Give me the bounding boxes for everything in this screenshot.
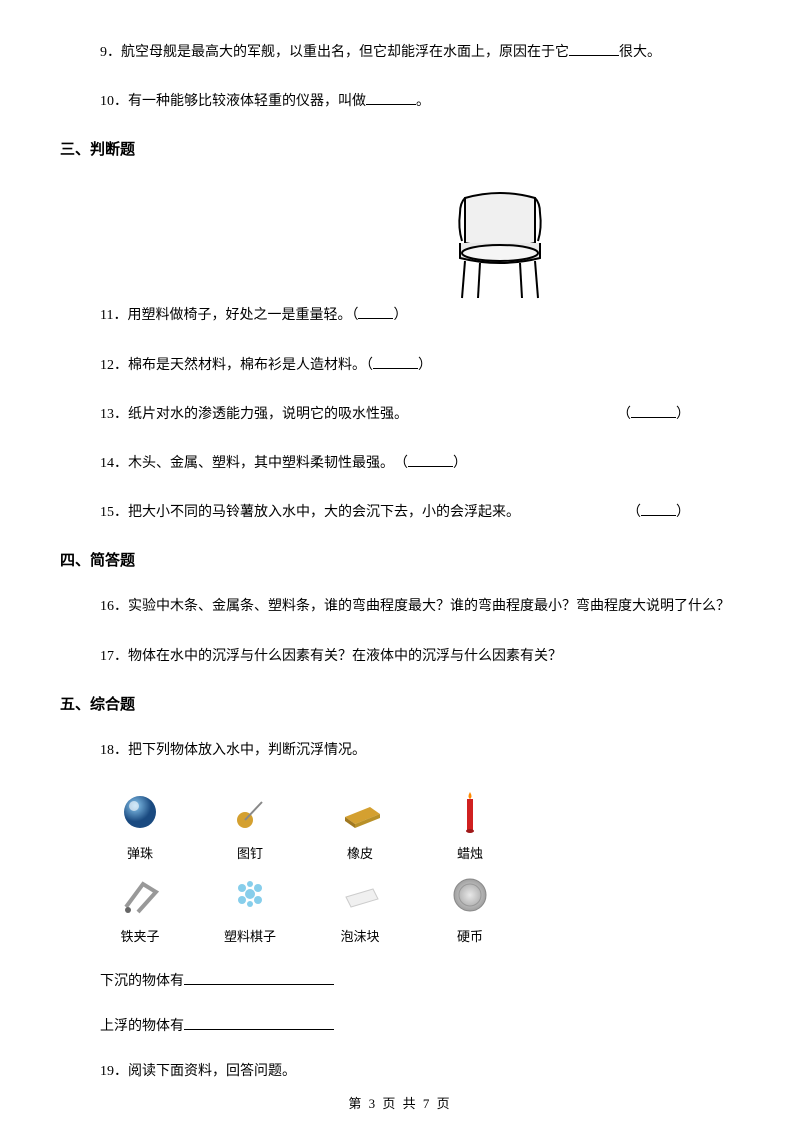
sink-blank[interactable]: [184, 969, 334, 985]
item-eraser: 橡皮: [320, 787, 400, 862]
section-5-heading: 五、综合题: [60, 693, 740, 714]
candle-icon: [430, 787, 510, 837]
item-marble: 弹珠: [100, 787, 180, 862]
float-line: 上浮的物体有: [60, 1014, 740, 1035]
q9-text-after: 很大。: [619, 45, 661, 60]
item-plastic-piece: 塑料棋子: [210, 870, 290, 945]
q11-suffix: ）: [393, 308, 407, 323]
q10-blank[interactable]: [366, 89, 416, 105]
q14-suffix: ）: [453, 456, 467, 471]
q10-text-after: 。: [416, 94, 430, 109]
q15-blank[interactable]: [641, 500, 676, 516]
item-foam: 泡沫块: [320, 870, 400, 945]
q11-blank[interactable]: [358, 303, 393, 319]
item-candle: 蜡烛: [430, 787, 510, 862]
sink-line: 下沉的物体有: [60, 969, 740, 990]
coin-icon: [430, 870, 510, 920]
q11-text: 11．用塑料做椅子，好处之一是重量轻。（: [100, 308, 358, 323]
question-9: 9．航空母舰是最高大的军舰，以重出名，但它却能浮在水面上，原因在于它 很大。: [60, 40, 740, 65]
q9-blank[interactable]: [569, 40, 619, 56]
q14-blank[interactable]: [408, 451, 453, 467]
pushpin-icon: [210, 787, 290, 837]
page-footer: 第 3 页 共 7 页: [0, 1093, 800, 1112]
items-grid: 弹珠 图钉 橡皮 蜡烛 铁夹子: [60, 787, 740, 945]
float-blank[interactable]: [184, 1014, 334, 1030]
foam-icon: [320, 870, 400, 920]
q14-text: 14．木头、金属、塑料，其中塑料柔韧性最强。 （: [100, 456, 408, 471]
q12-blank[interactable]: [373, 353, 418, 369]
marble-icon: [100, 787, 180, 837]
items-row-1: 弹珠 图钉 橡皮 蜡烛: [100, 787, 740, 862]
section-3-heading: 三、判断题: [60, 138, 740, 159]
question-11: 11．用塑料做椅子，好处之一是重量轻。（ ）: [60, 303, 740, 328]
sink-label: 下沉的物体有: [100, 974, 184, 989]
item-pushpin: 图钉: [210, 787, 290, 862]
items-row-2: 铁夹子 塑料棋子 泡沫块 硬币: [100, 870, 740, 945]
question-17: 17．物体在水中的沉浮与什么因素有关？在液体中的沉浮与什么因素有关？: [60, 644, 740, 669]
item-clip: 铁夹子: [100, 870, 180, 945]
q10-text-before: 10．有一种能够比较液体轻重的仪器，叫做: [100, 94, 366, 109]
q15-paren: （）: [627, 500, 690, 525]
question-15: 15．把大小不同的马铃薯放入水中，大的会沉下去，小的会浮起来。 （）: [60, 500, 740, 525]
q13-text: 13．纸片对水的渗透能力强，说明它的吸水性强。: [100, 407, 408, 422]
eraser-icon: [320, 787, 400, 837]
clip-icon: [100, 870, 180, 920]
question-12: 12．棉布是天然材料，棉布衫是人造材料。（ ）: [60, 353, 740, 378]
q12-text: 12．棉布是天然材料，棉布衫是人造材料。（: [100, 358, 373, 373]
question-19: 19．阅读下面资料，回答问题。: [60, 1059, 740, 1084]
q9-text-before: 9．航空母舰是最高大的军舰，以重出名，但它却能浮在水面上，原因在于它: [100, 45, 569, 60]
question-18: 18．把下列物体放入水中，判断沉浮情况。: [60, 738, 740, 763]
question-10: 10．有一种能够比较液体轻重的仪器，叫做 。: [60, 89, 740, 114]
plastic-piece-icon: [210, 870, 290, 920]
q13-paren: （）: [617, 402, 690, 427]
q13-blank[interactable]: [631, 402, 676, 418]
section-4-heading: 四、简答题: [60, 549, 740, 570]
question-13: 13．纸片对水的渗透能力强，说明它的吸水性强。 （）: [60, 402, 740, 427]
float-label: 上浮的物体有: [100, 1019, 184, 1034]
item-coin: 硬币: [430, 870, 510, 945]
chair-image: [440, 183, 740, 308]
question-16: 16．实验中木条、金属条、塑料条，谁的弯曲程度最大？谁的弯曲程度最小？弯曲程度大…: [60, 594, 740, 619]
q12-suffix: ）: [418, 358, 432, 373]
q15-text: 15．把大小不同的马铃薯放入水中，大的会沉下去，小的会浮起来。: [100, 505, 520, 520]
question-14: 14．木头、金属、塑料，其中塑料柔韧性最强。 （ ）: [60, 451, 740, 476]
